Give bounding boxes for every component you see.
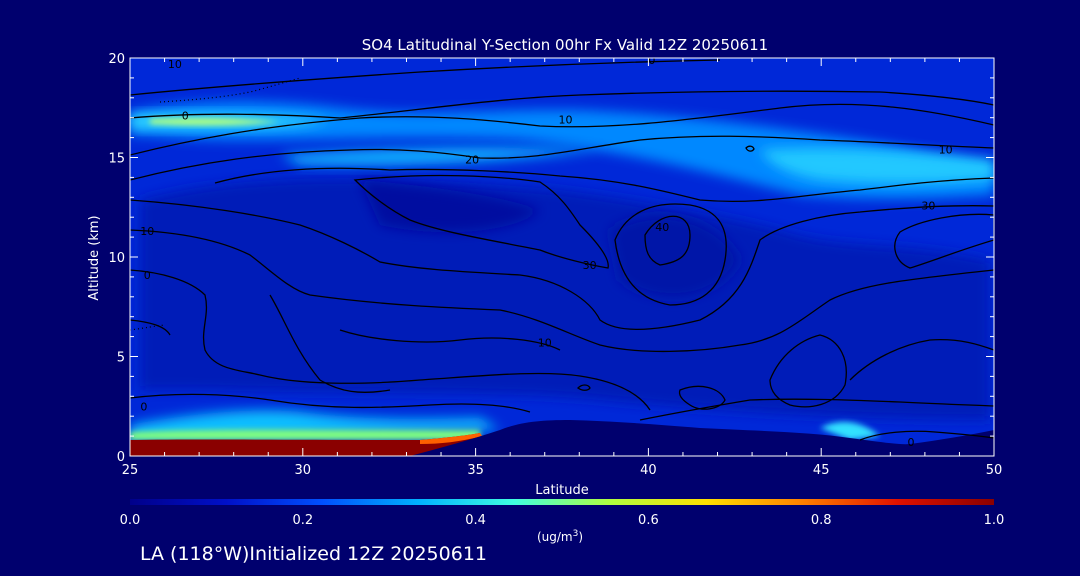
contour-line	[130, 393, 531, 413]
x-tick-label: 30	[295, 463, 312, 478]
terrain-mask	[410, 420, 994, 456]
contour-label: 0	[144, 269, 151, 282]
colorbar-tick-label: 0.0	[120, 513, 141, 528]
field-surface-green	[130, 429, 480, 440]
contour-line	[678, 385, 726, 410]
field-surface-orange-edge	[420, 433, 482, 444]
contour-label: 10	[939, 144, 953, 157]
contour-line	[353, 174, 609, 269]
x-tick-label: 25	[122, 463, 139, 478]
contour-line	[644, 215, 691, 266]
contour-label: 10	[168, 58, 182, 71]
contour-label: 10	[558, 114, 572, 127]
contour-line	[577, 384, 591, 391]
y-tick-label: 5	[117, 351, 125, 366]
x-axis: 25 30 35 40 45 50	[122, 58, 1003, 478]
contour-line	[130, 269, 651, 411]
contour-line	[339, 329, 561, 351]
colorbar	[130, 499, 994, 505]
colorbar-tick-label: 0.6	[638, 513, 659, 528]
contour-label: 0	[140, 400, 147, 413]
contour-label: 40	[655, 221, 669, 234]
contour-label: 20	[465, 153, 479, 166]
dotted-contour	[130, 324, 166, 331]
contour-line	[130, 59, 721, 96]
contour-line	[849, 339, 994, 381]
x-tick-label: 40	[640, 463, 657, 478]
field-upper-plume	[130, 101, 994, 199]
contour-label: 10	[538, 337, 552, 350]
contour-line	[745, 145, 755, 152]
contour-line	[639, 398, 994, 421]
contour-labels: 10 0 0 10 20 10 30 10 40 30 0 10 0 0	[140, 54, 953, 449]
y-axis: 0 5 10 15 20	[108, 52, 994, 465]
contour-line	[130, 319, 171, 336]
plot-area: 10 0 0 10 20 10 30 10 40 30 0 10 0 0	[130, 54, 994, 456]
x-axis-label: Latitude	[535, 483, 589, 498]
field-upper-right-core	[760, 148, 994, 184]
field-upper-mid-core	[280, 147, 600, 166]
x-tick-label: 35	[467, 463, 484, 478]
contour-label: 30	[921, 199, 935, 212]
colorbar-ticks: 0.0 0.2 0.4 0.6 0.8 1.0	[120, 513, 1005, 528]
y-tick-label: 10	[108, 251, 125, 266]
y-axis-label: Altitude (km)	[87, 215, 102, 300]
colorbar-unit-label: (ug/m3)	[537, 529, 583, 544]
x-tick-label: 50	[986, 463, 1003, 478]
colorbar-unit-superscript: 3	[573, 529, 579, 539]
contour-line	[859, 430, 994, 441]
field-right-surface-plume	[820, 421, 880, 440]
field-deep-blue-region	[140, 178, 990, 420]
contour-label: 0	[648, 54, 655, 67]
initialization-footer: LA (118°W)Initialized 12Z 20250611	[140, 543, 487, 565]
colorbar-tick-label: 0.4	[465, 513, 486, 528]
dotted-contour	[159, 77, 301, 103]
chart-title: SO4 Latitudinal Y-Section 00hr Fx Valid …	[362, 36, 768, 54]
colorbar-unit-close: )	[578, 530, 583, 544]
contour-line	[894, 213, 994, 269]
contour-line	[130, 103, 994, 156]
field-upper-plume-peak	[150, 118, 280, 126]
colorbar-tick-label: 0.2	[292, 513, 313, 528]
contour-label: 0	[182, 110, 189, 123]
contour-line	[269, 294, 391, 393]
y-tick-label: 0	[117, 450, 125, 465]
contour-lines	[130, 59, 994, 441]
colorbar-tick-label: 1.0	[984, 513, 1005, 528]
contour-label: 10	[140, 225, 154, 238]
field-dark-center	[610, 215, 740, 298]
field-darkest-region	[360, 180, 540, 233]
colorbar-unit-prefix: (ug/m	[537, 530, 573, 544]
contour-line	[130, 90, 994, 119]
y-tick-label: 20	[108, 52, 125, 67]
contour-line	[130, 199, 994, 331]
contour-line	[614, 203, 727, 306]
field-surface-max	[130, 433, 480, 456]
contour-line	[130, 135, 994, 181]
contour-line	[130, 229, 994, 353]
y-tick-label: 15	[108, 152, 125, 167]
colorbar-tick-label: 0.8	[811, 513, 832, 528]
contour-line	[214, 167, 994, 202]
contour-label: 30	[583, 259, 597, 272]
contour-line	[769, 334, 847, 408]
x-tick-label: 45	[813, 463, 830, 478]
contour-label: 0	[908, 436, 915, 449]
